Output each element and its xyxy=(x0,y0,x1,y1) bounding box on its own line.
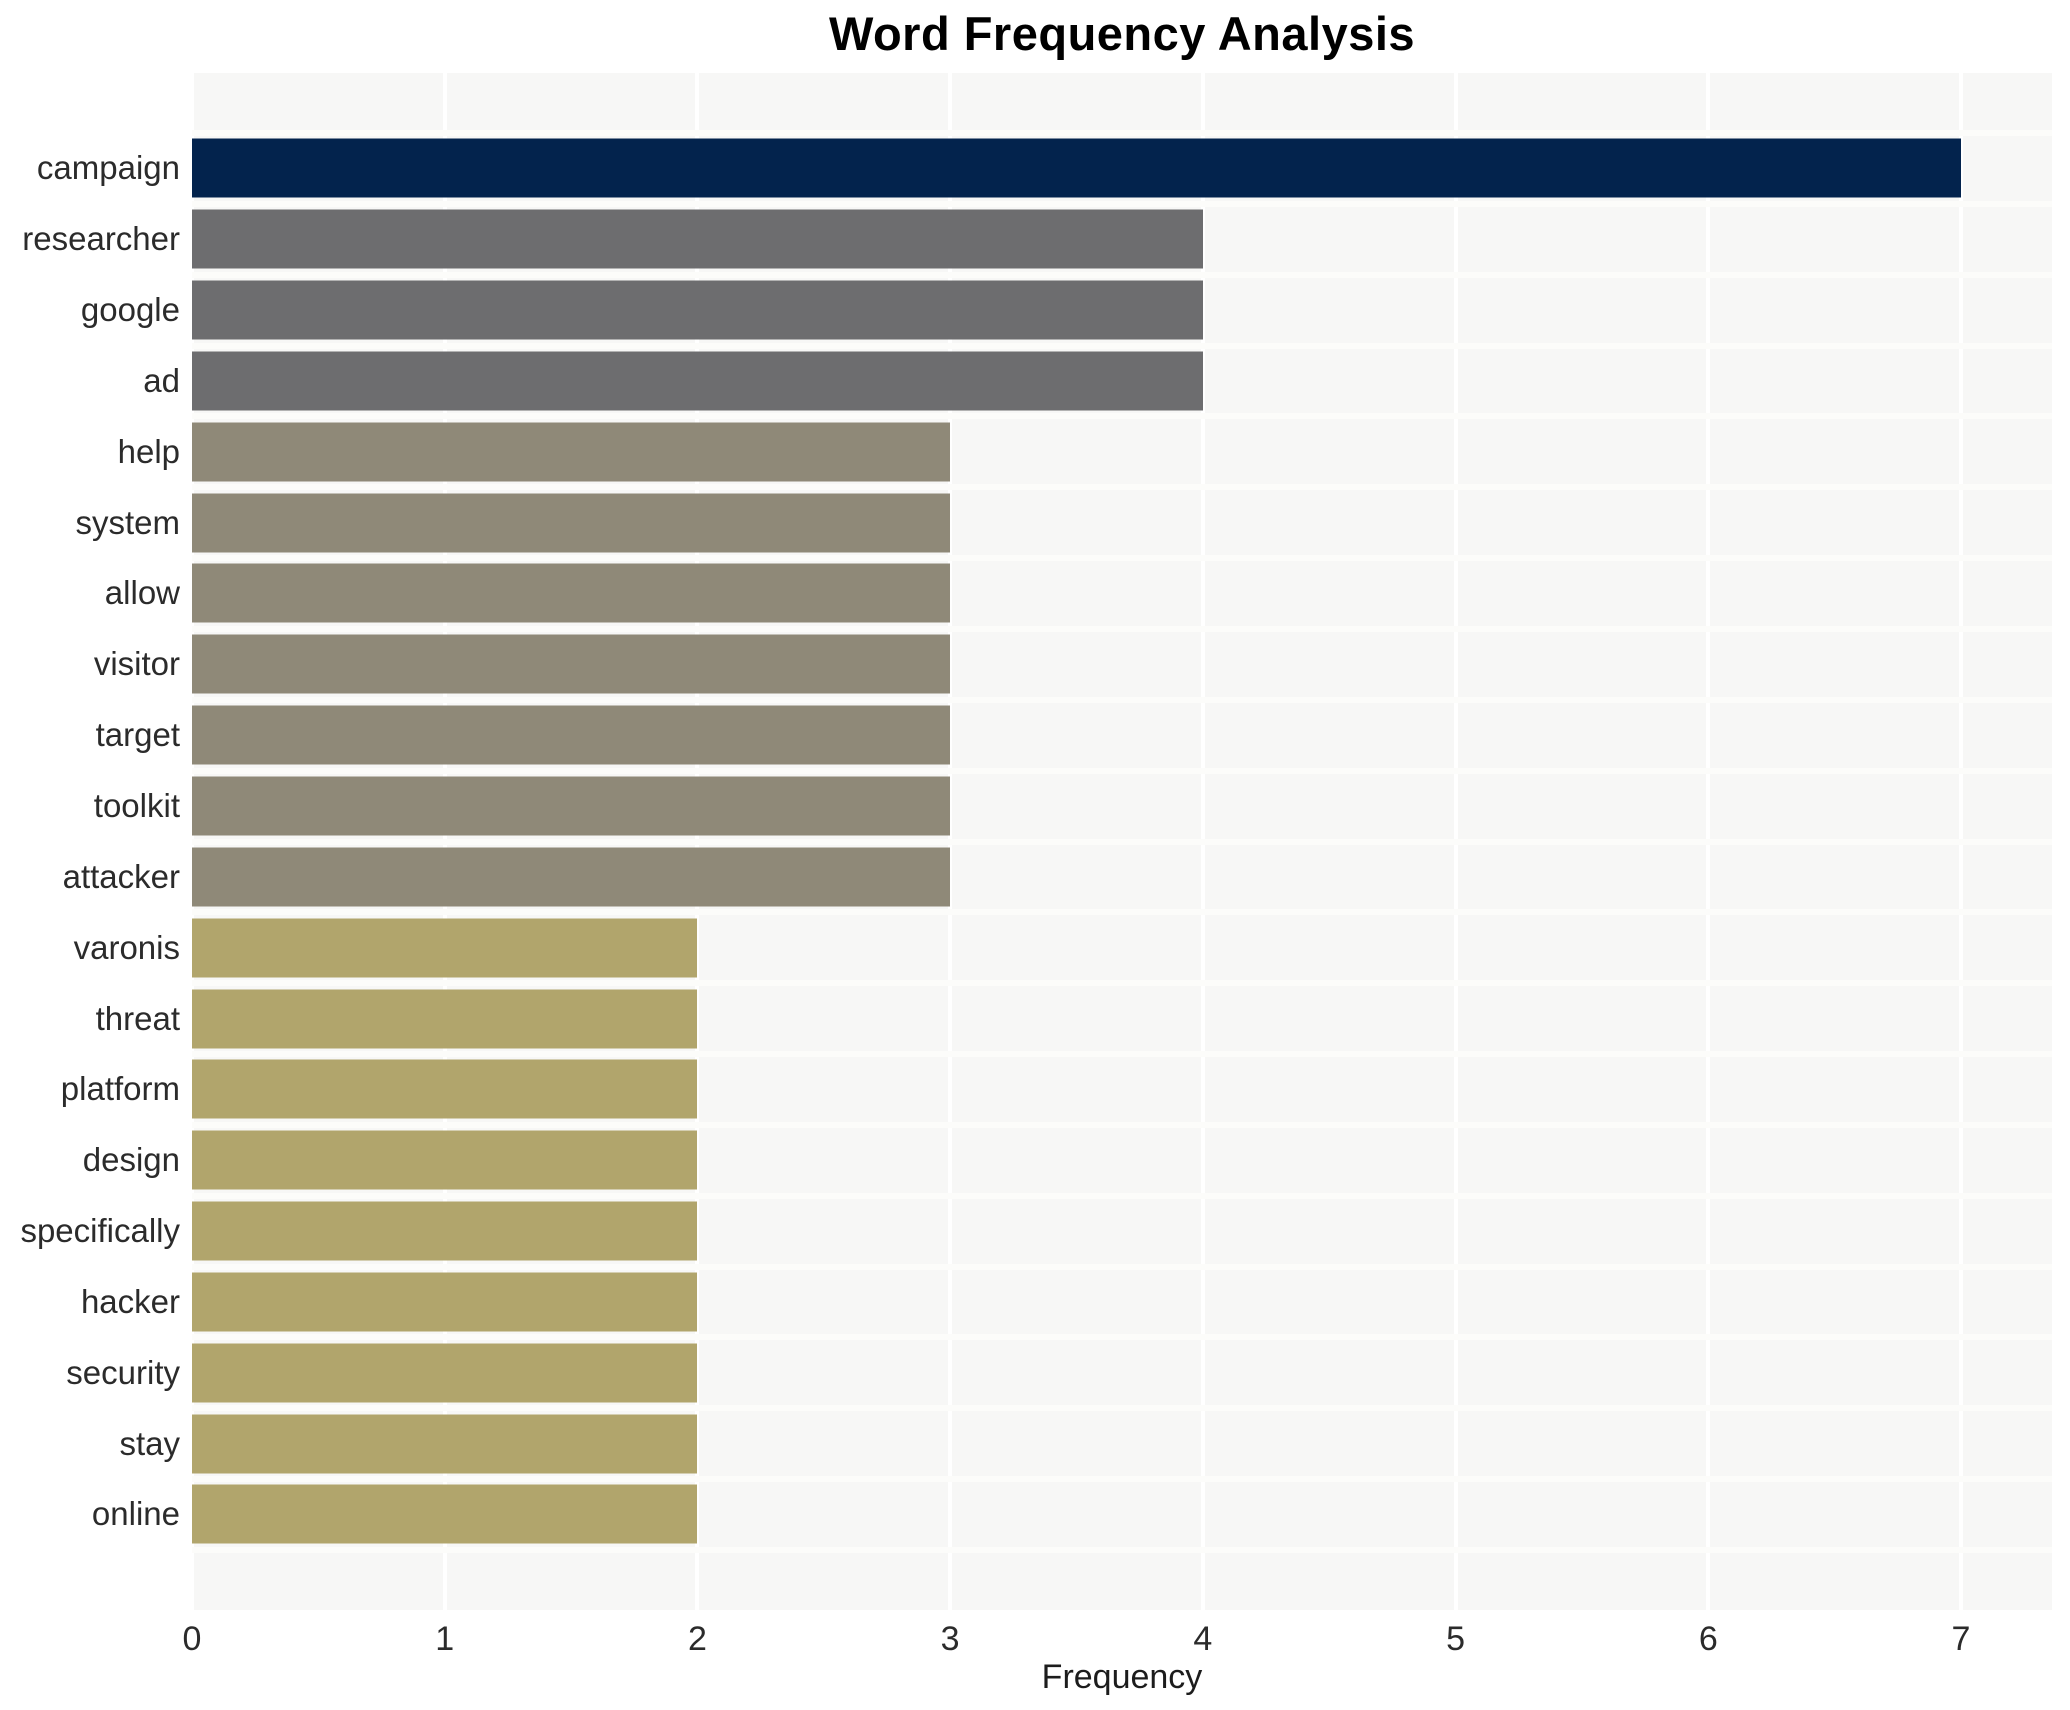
chart-row-varonis: varonis xyxy=(74,912,2052,983)
bar-ad xyxy=(192,351,1203,411)
x-axis-tick: 5 xyxy=(1446,1620,1466,1658)
bar-row-layer: campaign researcher google ad help system allo… xyxy=(20,73,2052,1610)
horizontal-gridline xyxy=(192,1263,2052,1270)
bar-campaign xyxy=(192,138,1961,198)
chart-row-platform: platform xyxy=(61,1054,2052,1125)
horizontal-gridline xyxy=(192,625,2052,632)
x-axis-label: Frequency xyxy=(1041,1658,1203,1696)
chart-row-system: system xyxy=(75,487,2052,558)
horizontal-gridline xyxy=(192,1192,2052,1199)
horizontal-gridline xyxy=(192,909,2052,916)
bar-specifically xyxy=(192,1201,698,1261)
y-axis-label-target: target xyxy=(95,716,180,754)
y-axis-label-visitor: visitor xyxy=(93,645,180,683)
y-axis-label-threat: threat xyxy=(95,999,180,1037)
horizontal-gridline xyxy=(192,1476,2052,1483)
x-axis-tick: 3 xyxy=(940,1620,960,1658)
horizontal-gridline xyxy=(192,696,2052,703)
bar-online xyxy=(192,1484,698,1544)
y-axis-label-researcher: researcher xyxy=(22,220,180,258)
horizontal-gridline xyxy=(192,271,2052,278)
bar-varonis xyxy=(192,918,698,978)
bar-security xyxy=(192,1343,698,1403)
horizontal-gridline xyxy=(192,838,2052,845)
bar-toolkit xyxy=(192,776,951,836)
bar-allow xyxy=(192,563,951,623)
horizontal-gridline xyxy=(192,484,2052,491)
horizontal-gridline xyxy=(192,1334,2052,1341)
chart-row-attacker: attacker xyxy=(63,841,2052,912)
horizontal-gridline xyxy=(192,1121,2052,1128)
horizontal-gridline xyxy=(192,413,2052,420)
bar-threat xyxy=(192,989,698,1049)
bar-platform xyxy=(192,1059,698,1119)
chart-row-security: security xyxy=(66,1337,2052,1408)
x-axis-tick: 7 xyxy=(1951,1620,1971,1658)
chart-row-visitor: visitor xyxy=(94,629,2052,700)
y-axis-label-allow: allow xyxy=(104,574,180,612)
bar-hacker xyxy=(192,1272,698,1332)
chart-row-toolkit: toolkit xyxy=(94,771,2052,842)
bar-target xyxy=(192,705,951,765)
bar-attacker xyxy=(192,847,951,907)
x-axis-tick: 0 xyxy=(182,1620,202,1658)
chart-row-google: google xyxy=(81,275,2052,346)
horizontal-gridline xyxy=(192,342,2052,349)
chart-row-target: target xyxy=(96,700,2052,771)
chart-row-researcher: researcher xyxy=(22,204,2052,275)
y-axis-label-online: online xyxy=(91,1495,180,1533)
chart-row-stay: stay xyxy=(119,1408,2052,1479)
y-axis-label-hacker: hacker xyxy=(80,1282,180,1320)
bar-system xyxy=(192,493,951,553)
y-axis-label-stay: stay xyxy=(119,1424,180,1462)
y-axis-label-security: security xyxy=(66,1353,180,1391)
y-axis-label-campaign: campaign xyxy=(36,149,180,187)
y-axis-label-platform: platform xyxy=(60,1070,180,1108)
horizontal-gridline xyxy=(192,767,2052,774)
chart-row-hacker: hacker xyxy=(81,1267,2052,1338)
plot-area: campaign researcher google ad help system allo… xyxy=(20,73,2052,1610)
chart-row-help: help xyxy=(118,416,2052,487)
x-axis-tick: 1 xyxy=(435,1620,455,1658)
y-axis-label-attacker: attacker xyxy=(62,857,180,895)
horizontal-gridline xyxy=(192,1547,2052,1553)
y-axis-label-help: help xyxy=(117,432,180,470)
horizontal-gridline xyxy=(192,200,2052,207)
y-axis-label-ad: ad xyxy=(143,361,180,399)
x-axis-tick: 6 xyxy=(1698,1620,1718,1658)
bar-researcher xyxy=(192,209,1203,269)
bar-stay xyxy=(192,1414,698,1474)
horizontal-gridline xyxy=(192,130,2052,136)
bar-visitor xyxy=(192,634,951,694)
bar-help xyxy=(192,422,951,482)
horizontal-gridline xyxy=(192,980,2052,987)
bar-design xyxy=(192,1130,698,1190)
chart-row-allow: allow xyxy=(105,558,2052,629)
chart-row-campaign: campaign xyxy=(37,133,2052,204)
chart-row-online: online xyxy=(92,1479,2052,1550)
chart-row-ad: ad xyxy=(143,346,2052,417)
horizontal-gridline xyxy=(192,1051,2052,1058)
y-axis-label-varonis: varonis xyxy=(73,928,180,966)
x-axis-tick: 2 xyxy=(687,1620,707,1658)
y-axis-label-google: google xyxy=(80,291,180,329)
horizontal-gridline xyxy=(192,1405,2052,1412)
chart-row-design: design xyxy=(83,1125,2052,1196)
y-axis-label-specifically: specifically xyxy=(20,1212,180,1250)
y-axis-label-system: system xyxy=(75,503,180,541)
chart-row-specifically: specifically xyxy=(20,1196,2052,1267)
chart-row-threat: threat xyxy=(96,983,2052,1054)
horizontal-gridline xyxy=(192,555,2052,562)
y-axis-label-design: design xyxy=(82,1141,180,1179)
chart-title: Word Frequency Analysis xyxy=(828,7,1416,60)
x-axis-tick: 4 xyxy=(1193,1620,1213,1658)
bar-google xyxy=(192,280,1203,340)
y-axis-label-toolkit: toolkit xyxy=(93,787,180,825)
